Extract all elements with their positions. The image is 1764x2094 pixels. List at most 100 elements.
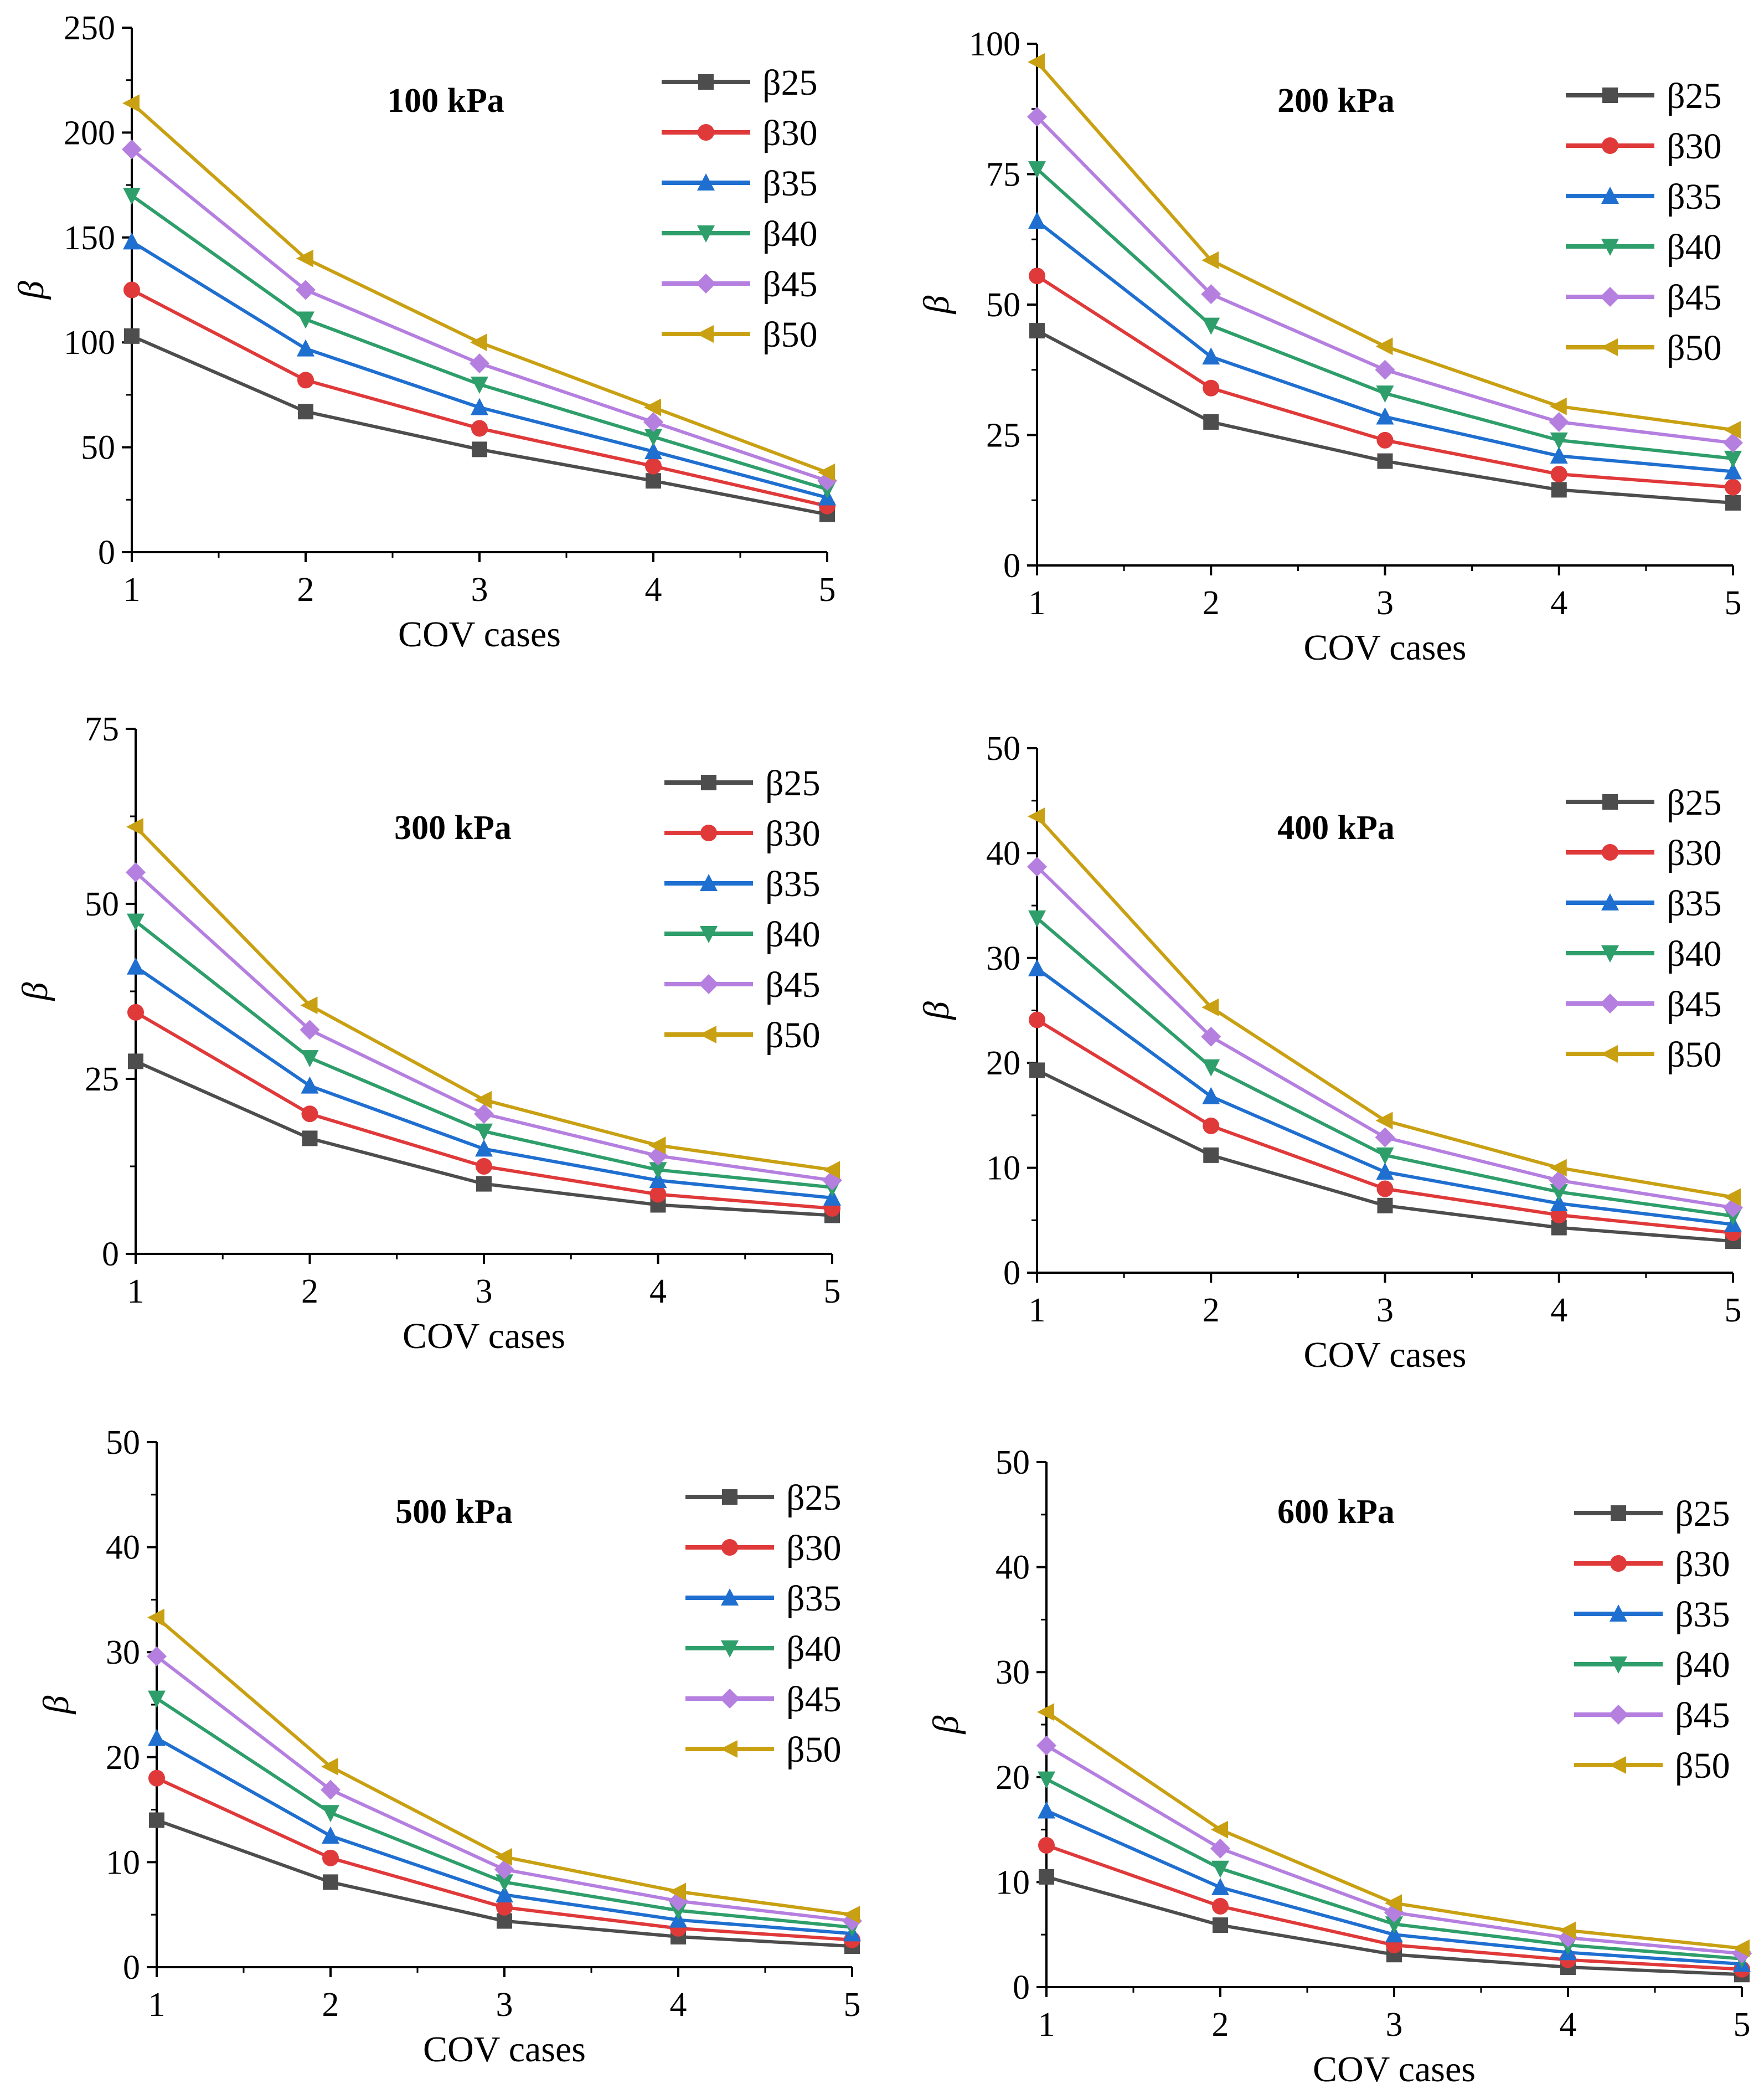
panel-title: 100 kPa: [387, 82, 504, 120]
legend: β25 β30 β35 β40 β45 β50: [685, 1478, 842, 1770]
data-point: [1551, 482, 1567, 498]
data-point: [1385, 1916, 1403, 1934]
y-tick-label: 30: [106, 1634, 140, 1671]
data-point: [669, 1882, 686, 1901]
y-tick-label: 150: [64, 219, 115, 257]
series-β35: [1028, 959, 1742, 1232]
legend-label: β40: [762, 214, 818, 254]
y-axis-title: β: [15, 982, 55, 1001]
data-point: [147, 1608, 164, 1627]
legend-marker: [1600, 994, 1620, 1013]
y-tick-label: 20: [996, 1759, 1030, 1797]
legend-label: β50: [1675, 1746, 1730, 1786]
x-tick-label: 4: [649, 1273, 667, 1310]
x-tick-label: 5: [1725, 584, 1742, 622]
panel-title: 300 kPa: [394, 809, 512, 847]
data-point: [1212, 1898, 1229, 1915]
data-point: [472, 441, 487, 457]
data-point: [148, 1690, 166, 1708]
data-point: [301, 1050, 319, 1068]
data-point: [1377, 1197, 1393, 1213]
data-point: [322, 1849, 339, 1866]
data-point: [643, 412, 663, 433]
legend-label: β40: [786, 1629, 842, 1669]
x-tick-label: 3: [1376, 584, 1394, 622]
data-point: [1028, 53, 1045, 71]
legend-marker: [697, 225, 715, 243]
y-tick-label: 50: [986, 730, 1020, 768]
series-β45: [126, 862, 842, 1191]
data-point: [301, 1076, 319, 1094]
panel-title: 500 kPa: [395, 1493, 513, 1531]
y-axis-title: β: [36, 1695, 76, 1715]
legend-marker: [701, 775, 716, 790]
x-axis-title: COV cases: [398, 614, 561, 655]
legend-marker: [699, 1026, 716, 1043]
legend-marker: [722, 1489, 737, 1505]
legend-marker: [1610, 1604, 1627, 1622]
data-point: [1375, 337, 1393, 356]
data-point: [1029, 1011, 1045, 1028]
data-point: [1210, 1838, 1230, 1859]
data-point: [1029, 267, 1045, 285]
legend-label: β25: [1667, 783, 1722, 823]
data-point: [496, 1885, 513, 1903]
y-tick-label: 50: [81, 429, 115, 467]
data-point: [1211, 1860, 1229, 1878]
legend-label: β40: [1667, 934, 1722, 974]
legend-label: β30: [786, 1528, 842, 1568]
legend-marker: [1601, 893, 1619, 910]
data-point: [301, 1105, 318, 1123]
series-β25: [1029, 323, 1741, 511]
legend-marker: [1611, 1505, 1626, 1521]
data-point: [122, 139, 142, 160]
legend-label: β50: [765, 1015, 821, 1056]
data-point: [1037, 1703, 1054, 1721]
series-β50: [126, 817, 840, 1179]
data-point: [649, 1171, 667, 1189]
data-point: [123, 281, 140, 299]
y-axis-title: β: [11, 281, 51, 300]
series-β30: [123, 281, 835, 515]
series-β35: [1028, 212, 1742, 480]
data-point: [321, 1779, 341, 1800]
legend-marker: [1610, 1656, 1627, 1674]
x-tick-label: 4: [670, 1986, 687, 2024]
y-tick-label: 30: [996, 1654, 1030, 1691]
chart-panel-2: 0 25 50 75 100 1 2 3 4 5 COV cases β 200 kPa β25 β30 β3…: [916, 25, 1743, 668]
legend-label: β45: [1667, 277, 1722, 318]
data-point: [823, 1161, 840, 1179]
data-point: [1385, 1894, 1402, 1912]
data-point: [646, 473, 661, 489]
x-tick-label: 5: [1725, 1292, 1742, 1329]
data-point: [296, 249, 313, 267]
legend-label: β35: [762, 163, 818, 204]
data-point: [149, 1812, 164, 1828]
data-point: [1029, 1062, 1045, 1078]
data-point: [1202, 1087, 1220, 1104]
data-point: [1723, 433, 1743, 453]
legend-marker: [720, 1689, 740, 1709]
y-tick-label: 30: [986, 940, 1020, 977]
legend-label: β45: [786, 1679, 842, 1720]
x-tick-label: 1: [1029, 1292, 1046, 1329]
data-point: [124, 328, 140, 344]
y-tick-label: 50: [85, 886, 119, 923]
data-point: [1211, 1877, 1229, 1895]
legend-marker: [1602, 88, 1618, 103]
x-tick-label: 4: [1550, 584, 1567, 622]
data-point: [1203, 379, 1220, 397]
legend-label: β45: [762, 264, 818, 305]
data-point: [127, 913, 145, 931]
data-point: [1036, 1735, 1056, 1756]
data-point: [123, 232, 141, 250]
data-point: [1028, 161, 1046, 179]
y-tick-label: 50: [986, 286, 1020, 324]
data-point: [128, 1053, 143, 1069]
data-point: [1201, 998, 1219, 1016]
series-β40: [1028, 161, 1742, 468]
series-β45: [1027, 857, 1743, 1218]
data-point: [127, 957, 145, 975]
data-point: [496, 1874, 513, 1892]
